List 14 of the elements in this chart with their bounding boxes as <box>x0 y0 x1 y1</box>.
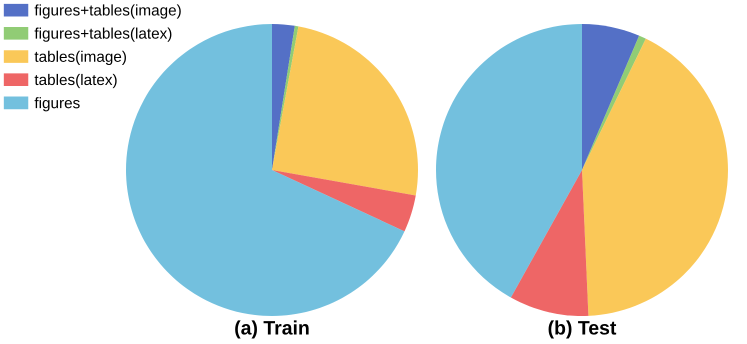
legend-label: figures+tables(image) <box>34 4 181 19</box>
pie-slice <box>272 170 416 232</box>
text: (a) Train <box>235 320 309 339</box>
legend-label: figures+tables(latex) <box>34 28 172 42</box>
pie-slice <box>582 38 728 316</box>
text: (b) Test <box>548 320 616 339</box>
pie-slice <box>582 36 646 170</box>
pie-slice <box>582 24 640 170</box>
legend-label: tables(image) <box>34 50 126 65</box>
pie-slice <box>510 170 588 316</box>
legend-label: tables(latex) <box>34 74 117 88</box>
pie-slice <box>272 26 418 196</box>
pie-slice <box>436 24 582 298</box>
legend-label: figures <box>34 97 80 112</box>
